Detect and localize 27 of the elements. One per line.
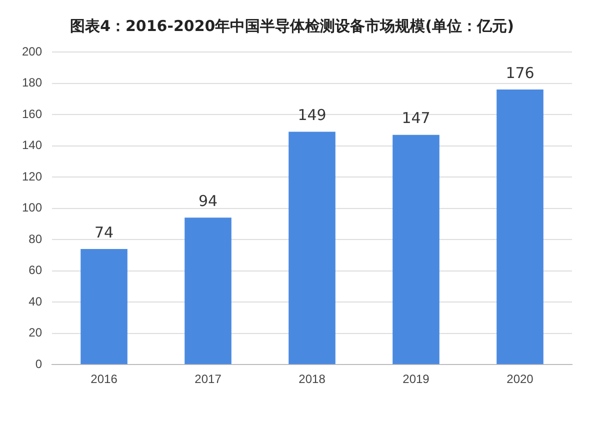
- y-tick-label: 160: [22, 106, 42, 121]
- y-tick-label: 120: [22, 169, 42, 184]
- bar: [392, 134, 440, 364]
- bar: [496, 90, 544, 364]
- y-tick-label: 100: [22, 200, 42, 215]
- y-tick-label: 140: [22, 138, 42, 152]
- data-label: 147: [402, 109, 430, 128]
- data-label: 149: [298, 106, 326, 124]
- x-tick-label: 2016: [90, 372, 118, 386]
- x-tick-label: 2017: [194, 372, 222, 386]
- x-tick-label: 2018: [298, 372, 326, 386]
- bar: [288, 132, 336, 364]
- x-tick-label: 2020: [506, 372, 534, 386]
- data-label: 74: [94, 223, 114, 242]
- y-tick-label: 40: [28, 294, 42, 308]
- x-tick-label: 2019: [402, 372, 430, 386]
- data-label: 176: [506, 64, 534, 82]
- y-tick-label: 200: [22, 44, 42, 58]
- chart-title: 图表4：2016-2020年中国半导体检测设备市场规模(单位：亿元): [70, 16, 514, 35]
- data-label: 94: [198, 192, 218, 210]
- y-tick-label: 180: [22, 76, 42, 90]
- y-tick-label: 20: [28, 326, 42, 340]
- bar: [184, 218, 232, 364]
- y-tick-label: 80: [28, 232, 42, 246]
- y-tick-label: 0: [35, 356, 42, 371]
- bar: [80, 248, 128, 364]
- y-tick-label: 60: [28, 263, 42, 278]
